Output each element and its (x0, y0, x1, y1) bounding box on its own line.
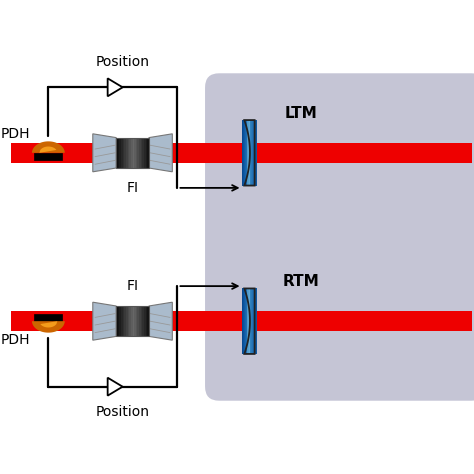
Bar (116, 137, 149, 168)
Bar (252, 120, 253, 185)
Bar (253, 120, 254, 185)
Polygon shape (32, 141, 65, 153)
Bar (131, 137, 133, 168)
Bar (136, 137, 137, 168)
Text: RTM: RTM (283, 274, 319, 289)
Polygon shape (108, 78, 123, 96)
Bar (245, 120, 246, 185)
Bar (146, 306, 147, 337)
Polygon shape (39, 146, 56, 153)
Bar (119, 306, 121, 337)
Bar (247, 120, 248, 185)
Bar (129, 306, 131, 337)
Polygon shape (149, 134, 173, 172)
Bar (147, 137, 149, 168)
Bar (243, 120, 244, 185)
Text: LTM: LTM (284, 106, 317, 120)
Bar (124, 137, 126, 168)
Bar (254, 289, 255, 354)
Bar (246, 289, 247, 354)
Bar (116, 306, 118, 337)
Bar (256, 289, 257, 354)
Bar (249, 289, 250, 354)
Bar (119, 137, 121, 168)
Bar (116, 306, 149, 337)
Polygon shape (93, 134, 116, 172)
Polygon shape (108, 378, 123, 396)
Bar (11, 311, 244, 331)
Bar (146, 137, 147, 168)
Bar (255, 311, 472, 331)
Bar (118, 306, 119, 337)
Bar (34, 153, 63, 160)
Bar (133, 306, 134, 337)
Bar (131, 306, 133, 337)
Bar (34, 314, 63, 321)
Bar (147, 306, 149, 337)
Bar (248, 289, 249, 354)
Bar (142, 306, 144, 337)
Bar (253, 289, 254, 354)
Polygon shape (40, 321, 57, 328)
Bar (255, 289, 256, 354)
Bar (139, 306, 141, 337)
Bar (254, 120, 255, 185)
Bar (251, 120, 252, 185)
Bar (11, 143, 244, 163)
Bar (243, 289, 244, 354)
Bar (250, 289, 251, 354)
Bar (129, 137, 131, 168)
Bar (242, 289, 243, 354)
Bar (245, 289, 246, 354)
Bar (248, 120, 249, 185)
Bar (136, 306, 137, 337)
Text: Position: Position (96, 55, 150, 69)
Text: PDH: PDH (1, 333, 30, 347)
Bar (144, 306, 146, 337)
Bar (251, 289, 252, 354)
Bar (124, 306, 126, 337)
Bar (249, 120, 250, 185)
Text: FI: FI (127, 181, 138, 195)
Bar (247, 289, 248, 354)
Bar (133, 137, 134, 168)
Bar (141, 306, 142, 337)
Text: Position: Position (96, 405, 150, 419)
Bar (123, 137, 124, 168)
Bar (142, 137, 144, 168)
Polygon shape (93, 302, 116, 340)
Bar (118, 137, 119, 168)
Bar (246, 120, 247, 185)
Bar (255, 143, 472, 163)
Bar (137, 137, 139, 168)
Bar (250, 120, 251, 185)
Bar (242, 120, 243, 185)
Bar (121, 137, 123, 168)
FancyBboxPatch shape (205, 73, 474, 401)
Bar (126, 306, 128, 337)
Bar (144, 137, 146, 168)
Bar (123, 306, 124, 337)
Bar (244, 289, 245, 354)
Text: PDH: PDH (1, 127, 30, 141)
Bar (128, 306, 129, 337)
Bar (134, 306, 136, 337)
Bar (121, 306, 123, 337)
Bar (141, 137, 142, 168)
Bar (134, 137, 136, 168)
Text: FI: FI (127, 279, 138, 293)
Bar (137, 306, 139, 337)
Bar (256, 120, 257, 185)
Polygon shape (32, 321, 65, 333)
Polygon shape (149, 302, 173, 340)
Bar (139, 137, 141, 168)
Bar (244, 120, 245, 185)
Bar (128, 137, 129, 168)
Bar (126, 137, 128, 168)
Bar (255, 120, 256, 185)
Bar (252, 289, 253, 354)
Bar (116, 137, 118, 168)
